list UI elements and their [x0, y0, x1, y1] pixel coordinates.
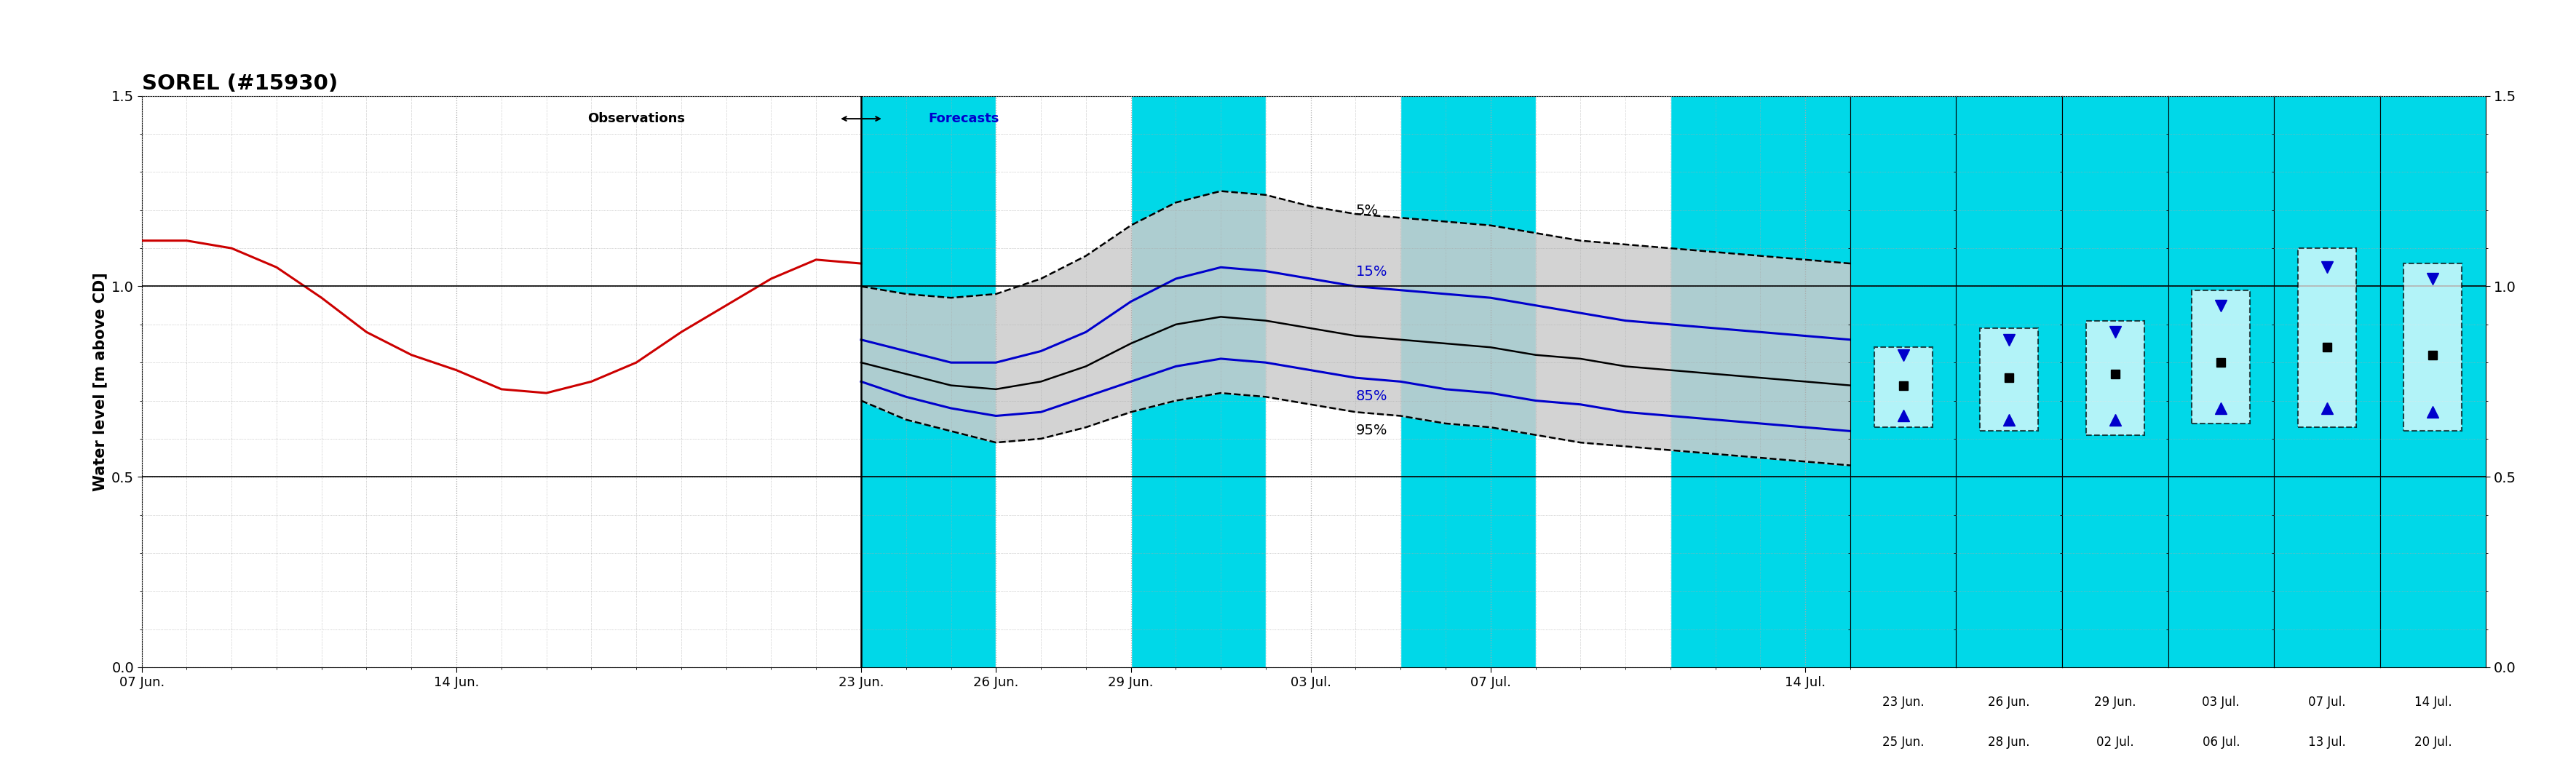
- Bar: [1669, 96, 1850, 667]
- Bar: [2192, 290, 2251, 423]
- Bar: [2298, 249, 2357, 427]
- Y-axis label: Water level [m above CD]: Water level [m above CD]: [93, 272, 108, 491]
- Text: 95%: 95%: [1355, 423, 1388, 437]
- Text: 25 Jun.: 25 Jun.: [1883, 736, 1924, 749]
- Bar: [997, 96, 1131, 667]
- Text: 13 Jul.: 13 Jul.: [2308, 736, 2347, 749]
- Bar: [860, 96, 997, 667]
- Text: SOREL (#15930): SOREL (#15930): [142, 74, 337, 94]
- Text: Forecasts: Forecasts: [927, 112, 999, 125]
- Text: Observations: Observations: [587, 112, 685, 125]
- Text: 26 Jun.: 26 Jun.: [1989, 696, 2030, 709]
- Bar: [1875, 347, 1932, 427]
- Bar: [1401, 96, 1535, 667]
- Bar: [1265, 96, 1401, 667]
- Text: 14 Jul.: 14 Jul.: [2414, 696, 2452, 709]
- Text: 20 Jul.: 20 Jul.: [2414, 736, 2452, 749]
- Text: 03 Jul.: 03 Jul.: [2202, 696, 2239, 709]
- Bar: [2087, 321, 2143, 435]
- Text: 23 Jun.: 23 Jun.: [1883, 696, 1924, 709]
- Text: 06 Jul.: 06 Jul.: [2202, 736, 2239, 749]
- Bar: [2403, 264, 2463, 431]
- Bar: [1981, 328, 2038, 431]
- Bar: [1131, 96, 1265, 667]
- Text: 07 Jul.: 07 Jul.: [2308, 696, 2347, 709]
- Text: 85%: 85%: [1355, 389, 1388, 403]
- Bar: [1535, 96, 1669, 667]
- Text: 29 Jun.: 29 Jun.: [2094, 696, 2136, 709]
- Text: 15%: 15%: [1355, 265, 1388, 278]
- Text: 02 Jul.: 02 Jul.: [2097, 736, 2133, 749]
- Text: 5%: 5%: [1355, 204, 1378, 218]
- Text: 28 Jun.: 28 Jun.: [1989, 736, 2030, 749]
